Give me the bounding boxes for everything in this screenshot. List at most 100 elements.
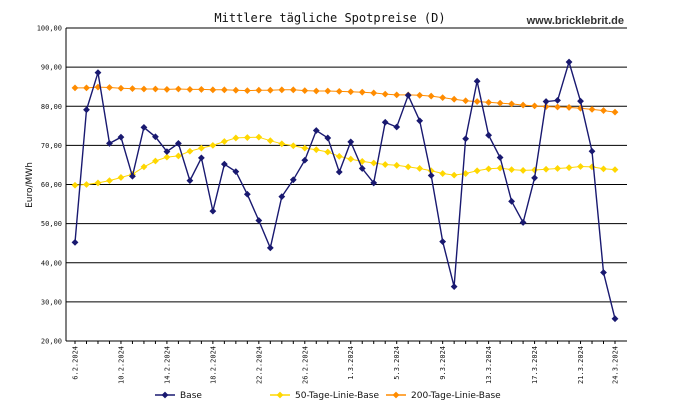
data-point bbox=[94, 179, 102, 187]
data-point bbox=[450, 95, 458, 103]
data-point bbox=[324, 87, 332, 95]
data-point bbox=[197, 144, 205, 152]
data-point bbox=[370, 159, 378, 167]
data-point bbox=[427, 92, 435, 100]
data-point bbox=[554, 165, 561, 172]
data-point bbox=[129, 85, 136, 93]
data-point bbox=[554, 96, 561, 104]
site-watermark: www.bricklebrit.de bbox=[526, 15, 624, 27]
data-point bbox=[129, 172, 136, 180]
data-point bbox=[266, 137, 274, 145]
data-point bbox=[404, 91, 412, 99]
data-point bbox=[496, 164, 504, 172]
data-point bbox=[209, 86, 217, 94]
data-point bbox=[473, 167, 481, 175]
y-tick-label: 30,00 bbox=[41, 298, 62, 306]
data-point bbox=[393, 161, 401, 169]
y-tick-label: 40,00 bbox=[41, 259, 62, 267]
x-tick-labels: 6.2.2024 10.2.2024 14.2.2024 18.2.2024 22.2.… bbox=[72, 346, 620, 384]
y-tick-label: 100,00 bbox=[37, 25, 62, 33]
data-point bbox=[531, 102, 538, 110]
data-point bbox=[220, 138, 228, 145]
data-point bbox=[416, 117, 424, 125]
data-point bbox=[393, 123, 401, 131]
data-point bbox=[358, 165, 366, 172]
data-point bbox=[485, 98, 493, 106]
data-point bbox=[611, 315, 619, 323]
data-point bbox=[381, 118, 389, 126]
data-point bbox=[106, 140, 113, 147]
data-point bbox=[531, 174, 538, 182]
data-point bbox=[266, 244, 274, 252]
data-point bbox=[312, 127, 320, 134]
y-tick-label: 70,00 bbox=[41, 142, 62, 150]
data-point bbox=[542, 103, 550, 111]
data-point bbox=[611, 108, 619, 116]
series-group bbox=[71, 83, 619, 116]
y-axis-title: Euro/MWh bbox=[25, 162, 35, 208]
series-line bbox=[74, 59, 616, 319]
data-point bbox=[554, 103, 561, 111]
data-point bbox=[232, 86, 240, 94]
data-point bbox=[175, 152, 182, 160]
data-point bbox=[416, 165, 424, 172]
data-point bbox=[83, 106, 90, 114]
data-point bbox=[347, 138, 355, 146]
data-point bbox=[611, 166, 619, 174]
data-point bbox=[117, 84, 125, 92]
legend-label: Base bbox=[180, 391, 202, 401]
data-point bbox=[175, 140, 182, 147]
data-point bbox=[163, 148, 171, 156]
data-point bbox=[83, 84, 90, 92]
data-point bbox=[600, 107, 607, 114]
legend: Base 50-Tage-Linie-Base 200-Tage-Linie-Bas… bbox=[155, 391, 501, 401]
data-point bbox=[427, 172, 435, 179]
x-tick-label: 1.3.2024 bbox=[347, 346, 355, 380]
data-point bbox=[508, 100, 515, 108]
legend-swatch-marker bbox=[276, 391, 284, 399]
data-point bbox=[393, 91, 401, 99]
data-point bbox=[232, 168, 240, 175]
data-point bbox=[243, 190, 251, 198]
data-point bbox=[301, 156, 309, 164]
data-point bbox=[220, 86, 228, 94]
legend-label: 50-Tage-Linie-Base bbox=[295, 391, 379, 401]
data-point bbox=[197, 154, 205, 162]
data-point bbox=[255, 86, 263, 94]
data-point bbox=[324, 134, 332, 142]
x-tick-label: 17.3.2024 bbox=[531, 346, 539, 384]
data-point bbox=[542, 98, 550, 105]
data-point bbox=[117, 133, 125, 141]
data-point bbox=[71, 239, 79, 246]
data-point bbox=[358, 88, 366, 96]
data-point bbox=[301, 144, 309, 152]
data-point bbox=[577, 97, 584, 105]
data-point bbox=[473, 98, 481, 105]
data-point bbox=[588, 147, 596, 155]
axes bbox=[65, 28, 627, 344]
x-tick-label: 10.2.2024 bbox=[117, 346, 125, 384]
data-point bbox=[243, 87, 251, 94]
data-point bbox=[439, 94, 447, 102]
data-point bbox=[186, 177, 194, 184]
legend-swatch-marker bbox=[392, 391, 400, 399]
data-point bbox=[404, 163, 412, 171]
y-tick-labels: 20,00 30,00 40,00 50,00 60,00 70,00 80,00 90,00… bbox=[37, 25, 62, 346]
data-point bbox=[255, 133, 263, 141]
data-point bbox=[370, 89, 378, 97]
data-point bbox=[278, 86, 286, 94]
legend-item: Base bbox=[155, 391, 202, 401]
data-point bbox=[140, 163, 148, 171]
data-point bbox=[163, 153, 171, 161]
data-point bbox=[519, 219, 527, 226]
data-point bbox=[347, 155, 355, 163]
x-tick-label: 24.3.2024 bbox=[612, 346, 620, 384]
x-tick-label: 22.2.2024 bbox=[255, 346, 263, 384]
data-point bbox=[600, 165, 607, 173]
data-point bbox=[462, 97, 470, 105]
legend-item: 200-Tage-Linie-Base bbox=[386, 391, 501, 401]
data-point bbox=[416, 91, 424, 99]
data-point bbox=[381, 161, 389, 168]
